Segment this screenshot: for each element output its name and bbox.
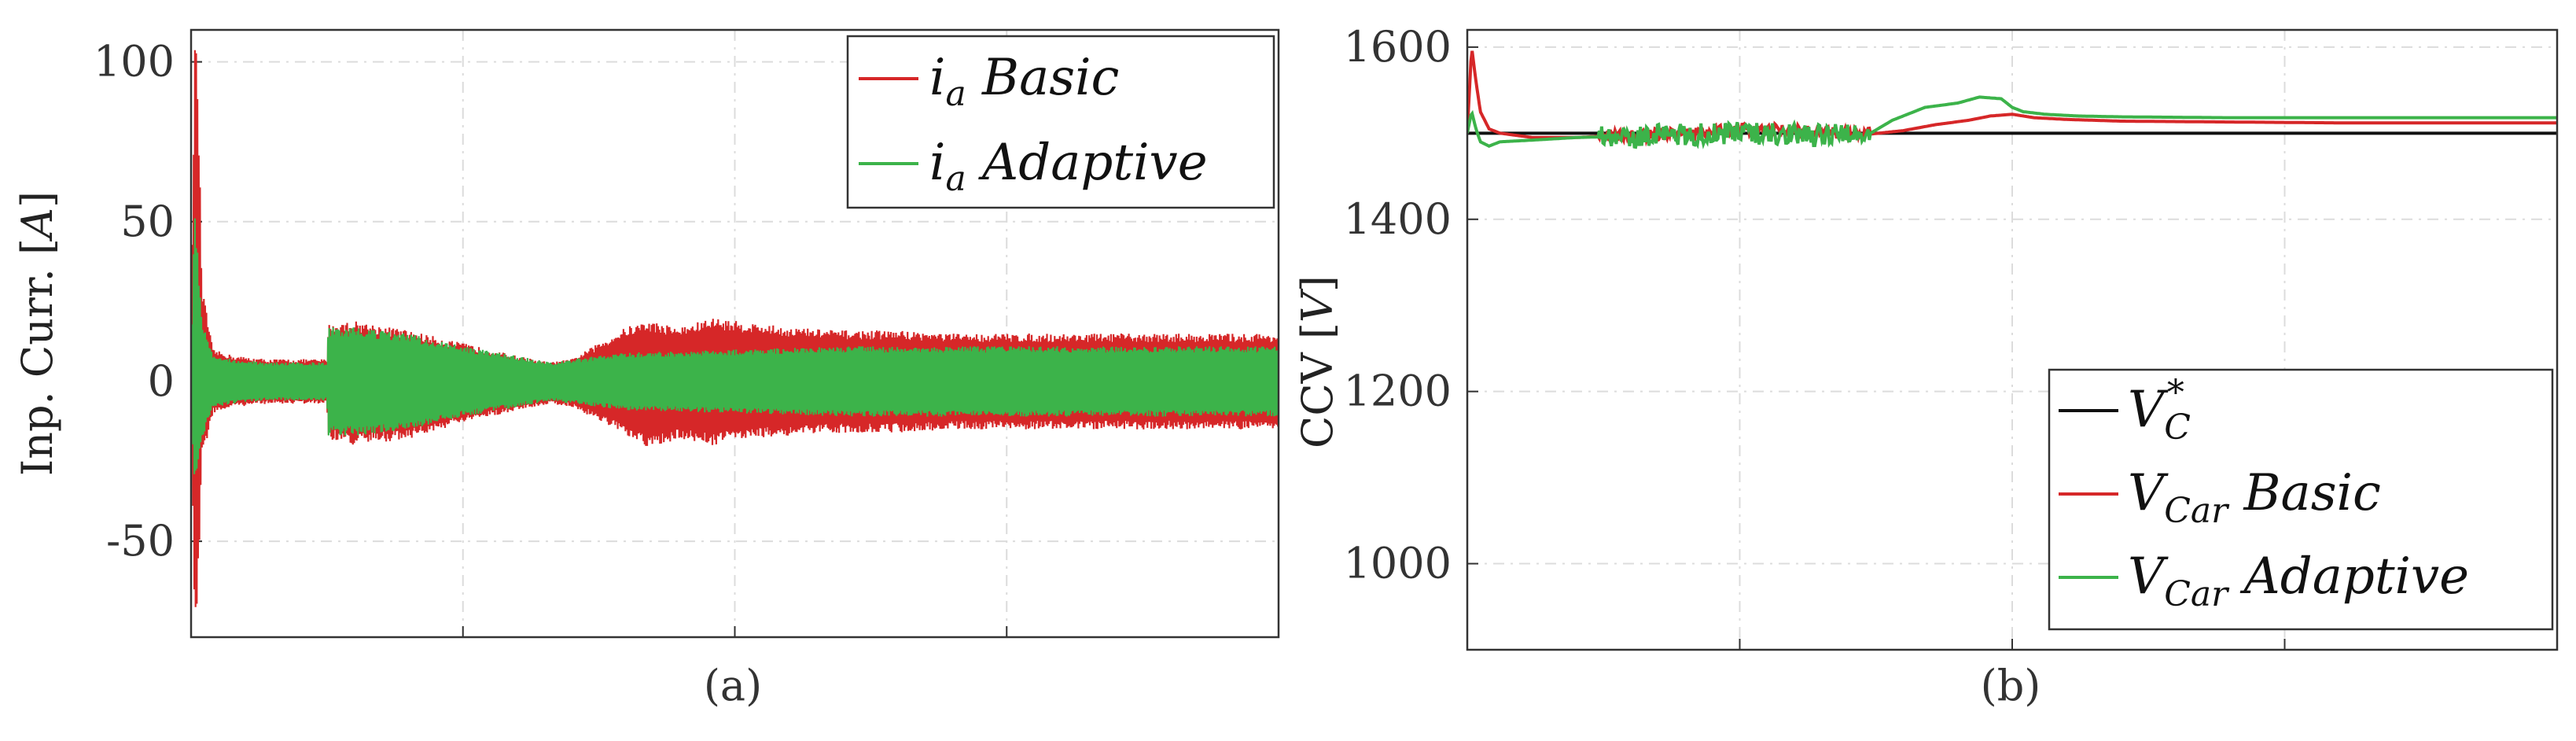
plot-frame [190,28,1280,639]
y-tick-label: 100 [94,37,175,87]
y-tick-label: 1000 [1344,539,1452,588]
series-line-ia-adaptive [191,218,1279,474]
plot-frame [1466,28,2559,651]
y-tick-label: -50 [106,516,175,566]
panel-caption: (a) [704,661,762,710]
legend-a: ia Basic ia Adaptive [846,35,1275,209]
y-tick-label: 1600 [1344,22,1452,72]
legend-b: VC* VCar Basic VCar Adaptive [2048,368,2554,631]
y-axis-label-a: Inp. Curr. [A] [13,191,62,476]
legend-label: VC* [2128,373,2191,448]
y-tick-label: 0 [148,356,175,406]
series-line-vcar-adaptive [1467,95,2557,149]
panel-caption: (b) [1981,661,2041,710]
data-layer [191,50,1279,607]
legend-label: ia Adaptive [929,134,1208,199]
data-layer [1467,50,2557,149]
legend-box [846,35,1275,209]
legend-label: VCar Basic [2128,464,2381,531]
y-tick-label: 1400 [1344,194,1452,244]
legend-label: VCar Adaptive [2128,547,2469,614]
legend-box [2048,368,2554,631]
y-axis-label-b: CCV [V] [1293,275,1342,448]
y-tick-label: 50 [120,197,175,246]
legend-label: ia Basic [929,49,1119,114]
y-tick-label: 1200 [1344,367,1452,416]
